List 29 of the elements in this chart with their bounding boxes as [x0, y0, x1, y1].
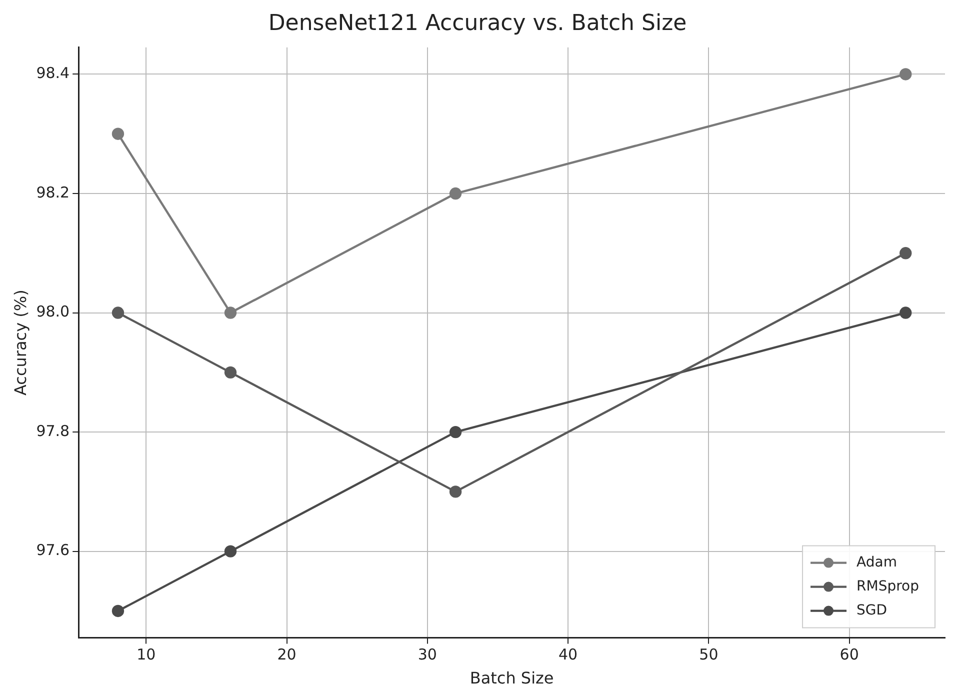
point — [112, 128, 124, 140]
y-tick-label: 97.8 — [36, 422, 70, 440]
chart-title: DenseNet121 Accuracy vs. Batch Size — [268, 10, 687, 36]
y-tick-label: 98.4 — [36, 64, 70, 82]
legend-label: SGD — [856, 602, 888, 618]
legend-label: RMSprop — [856, 578, 920, 594]
point — [224, 545, 237, 558]
point — [449, 187, 462, 200]
point — [449, 426, 462, 438]
x-tick-label: 30 — [418, 646, 437, 664]
point — [900, 306, 912, 319]
x-axis-title: Batch Size — [470, 668, 554, 688]
y-tick-label: 98.0 — [36, 302, 70, 321]
y-tick-label: 98.2 — [36, 183, 70, 202]
y-tick-label: 97.6 — [36, 541, 70, 560]
point — [449, 486, 462, 498]
x-tick-label: 50 — [699, 646, 718, 664]
x-tick-label: 60 — [840, 646, 859, 664]
x-tick-label: 10 — [136, 646, 156, 664]
legend-label: Adam — [856, 554, 897, 570]
x-tick-label: 20 — [277, 646, 296, 664]
point — [112, 306, 124, 319]
point — [900, 68, 912, 80]
point — [112, 604, 124, 618]
point — [900, 247, 912, 260]
x-tick-label: 40 — [558, 646, 578, 664]
point — [224, 366, 237, 379]
point — [224, 306, 237, 319]
y-axis-title: Accuracy (%) — [10, 290, 30, 396]
